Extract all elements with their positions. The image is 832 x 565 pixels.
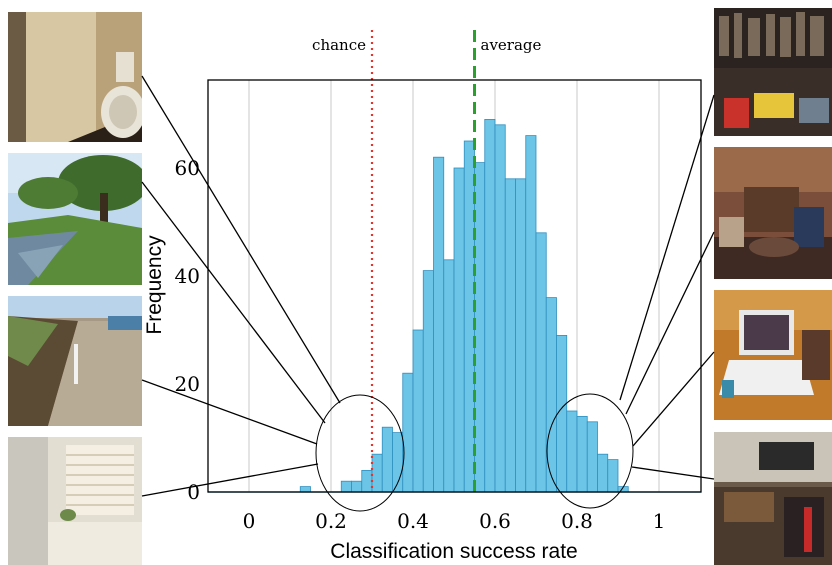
plot-frame <box>207 79 702 493</box>
histogram-bar <box>463 140 475 493</box>
messy-room-photo <box>714 147 832 279</box>
histogram-bar <box>453 167 465 493</box>
histogram-bar <box>412 329 424 493</box>
histogram-bar <box>566 410 578 493</box>
histogram-bar <box>494 124 506 493</box>
x-axis-label: Classification success rate <box>330 540 577 563</box>
reference-lines: chance average <box>312 30 542 492</box>
histogram-bar <box>340 480 352 493</box>
thumbnail-left-3 <box>8 296 142 426</box>
low-outlier-ellipse <box>315 394 405 512</box>
x-tick-labels: 0 0.2 0.4 0.6 0.8 1 <box>243 509 666 533</box>
y-axis-label: Frequency <box>143 235 166 335</box>
thumbnail-left-4 <box>8 437 142 565</box>
high-outlier-ellipse <box>546 393 634 509</box>
bathroom-bathtub-photo <box>8 437 142 565</box>
thumbnail-right-3 <box>714 290 832 420</box>
histogram-bar <box>299 486 311 493</box>
histogram-bar <box>474 162 486 493</box>
x-tick-label: 0 <box>243 509 256 533</box>
histogram-bar <box>607 459 619 493</box>
connector-line-left-4 <box>141 463 319 497</box>
histogram-bar <box>361 469 373 493</box>
x-tick-label: 0.8 <box>561 509 593 533</box>
histogram-bar <box>351 480 363 493</box>
histogram-bar <box>597 453 609 493</box>
histogram-bar <box>371 453 383 493</box>
histogram-bar <box>525 135 537 493</box>
histogram-bar <box>504 178 516 493</box>
histogram-bar <box>402 372 414 493</box>
connector-line-right-1 <box>619 94 715 401</box>
lakeside-park-photo <box>8 153 142 285</box>
histogram-bar <box>443 259 455 493</box>
x-tick-label: 1 <box>653 509 666 533</box>
thumbnail-right-1 <box>714 8 832 136</box>
histogram-bars <box>299 119 629 493</box>
chance-label: chance <box>312 36 366 54</box>
x-tick-label: 0.4 <box>397 509 429 533</box>
y-tick-label: 60 <box>175 156 200 180</box>
histogram-bar <box>515 178 527 493</box>
average-label: average <box>481 36 542 54</box>
connector-line-right-3 <box>632 351 715 447</box>
connector-line-left-2 <box>141 181 326 424</box>
laptop-desk-photo <box>714 290 832 420</box>
y-tick-labels: 0 20 40 60 <box>175 156 200 504</box>
stereo-shelf-photo <box>714 432 832 565</box>
connector-line-left-3 <box>141 379 318 445</box>
bathroom-corner-photo <box>8 12 142 142</box>
connector-line-left-1 <box>141 75 341 404</box>
histogram-bar <box>381 426 393 493</box>
histogram-bar <box>433 156 445 493</box>
y-tick-label: 40 <box>175 264 200 288</box>
histogram-bar <box>484 119 496 493</box>
y-tick-label: 0 <box>187 480 200 504</box>
x-tick-label: 0.6 <box>479 509 511 533</box>
histogram-bar <box>422 270 434 493</box>
connector-line-right-4 <box>631 466 715 480</box>
thumbnail-left-2 <box>8 153 142 285</box>
x-tick-label: 0.2 <box>315 509 347 533</box>
thumbnail-right-2 <box>714 147 832 279</box>
cluttered-shop-photo <box>714 8 832 136</box>
histogram-bar <box>576 415 588 493</box>
histogram-bar <box>535 232 547 493</box>
connector-line-right-2 <box>625 231 715 415</box>
thumbnail-left-1 <box>8 12 142 142</box>
y-tick-label: 20 <box>175 372 200 396</box>
thumbnail-right-4 <box>714 432 832 565</box>
histogram-bar <box>586 421 598 493</box>
annotations <box>141 75 715 512</box>
gravel-path-photo <box>8 296 142 426</box>
